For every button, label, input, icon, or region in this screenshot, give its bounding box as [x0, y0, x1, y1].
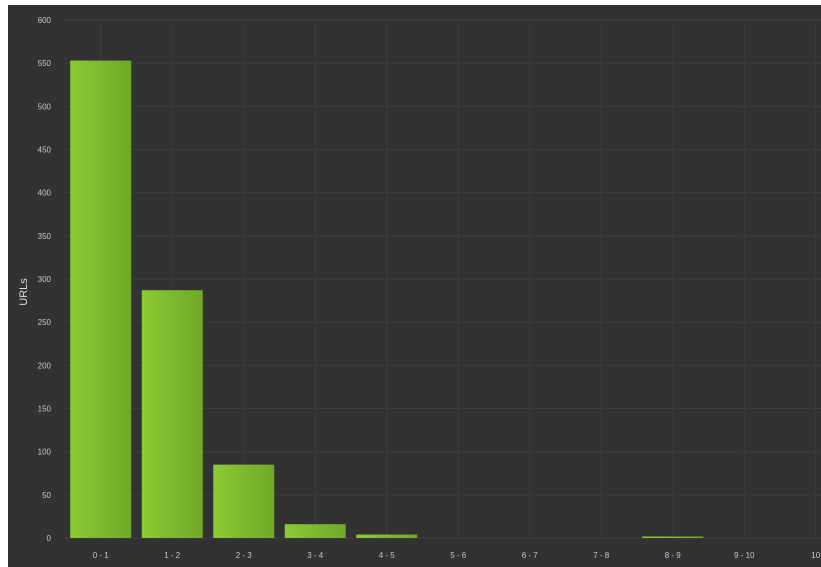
- x-tick-label: 6 - 7: [522, 551, 539, 560]
- y-tick-label: 200: [38, 361, 52, 370]
- x-tick-label: 2 - 3: [236, 551, 253, 560]
- bar: [213, 464, 275, 538]
- x-tick-label: 4 - 5: [379, 551, 396, 560]
- bars: [70, 60, 704, 539]
- y-axis-ticks: 0 50 100 150 200 250 300 350 400 450 500 550 600: [38, 16, 52, 543]
- bar: [141, 290, 203, 538]
- chart-panel: 0 50 100 150 200 250 300 350 400 450 500 550 600 0 -…: [8, 5, 821, 567]
- y-tick-label: 400: [38, 189, 52, 198]
- bar: [642, 536, 704, 538]
- bar: [356, 534, 418, 538]
- y-tick-label: 250: [38, 318, 52, 327]
- x-tick-label: 0 - 1: [93, 551, 110, 560]
- x-tick-label: 1 - 2: [164, 551, 181, 560]
- y-tick-label: 100: [38, 448, 52, 457]
- y-tick-label: 50: [42, 491, 51, 500]
- x-axis-ticks: 0 - 1 1 - 2 2 - 3 3 - 4 4 - 5 5 - 6 6 - 7 7 - 8…: [93, 551, 821, 560]
- y-axis-label: URLs: [18, 278, 30, 306]
- x-tick-label: 8 - 9: [665, 551, 682, 560]
- bar: [70, 60, 132, 539]
- bar: [284, 524, 346, 538]
- y-tick-label: 450: [38, 146, 52, 155]
- y-tick-label: 500: [38, 102, 52, 111]
- x-tick-label: 9 - 10: [734, 551, 755, 560]
- y-tick-label: 150: [38, 405, 52, 414]
- x-tick-label: 10: [811, 551, 820, 560]
- x-tick-label: 3 - 4: [307, 551, 324, 560]
- bar-chart: 0 50 100 150 200 250 300 350 400 450 500 550 600 0 -…: [18, 16, 821, 560]
- y-tick-label: 300: [38, 275, 52, 284]
- y-tick-label: 0: [47, 534, 52, 543]
- x-tick-label: 5 - 6: [450, 551, 467, 560]
- y-tick-label: 550: [38, 59, 52, 68]
- y-tick-label: 600: [38, 16, 52, 25]
- x-tick-label: 7 - 8: [593, 551, 610, 560]
- y-tick-label: 350: [38, 232, 52, 241]
